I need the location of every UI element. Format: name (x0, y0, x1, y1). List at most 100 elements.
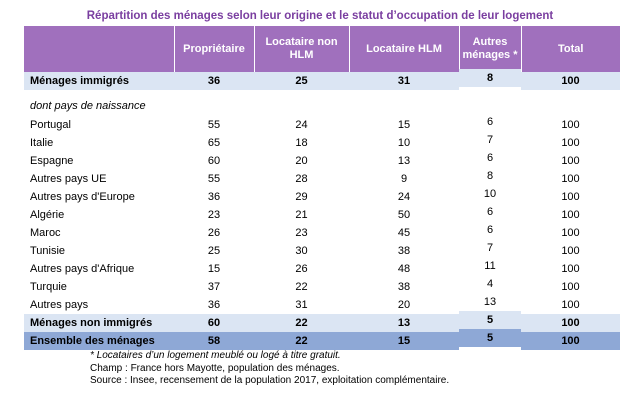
cell-autres-menages: 7 (486, 134, 494, 146)
cell-autres-menages: 6 (486, 224, 494, 236)
cell-proprietaire: 15 (207, 263, 221, 275)
table-row: Autres pays 36 31 20 13 100 (24, 296, 620, 314)
cell-proprietaire: 36 (207, 191, 221, 203)
cell-locataire-non-hlm: 22 (254, 332, 349, 350)
cell-locataire-hlm: 48 (397, 263, 411, 275)
table-row: Tunisie 25 30 38 7 100 (24, 242, 620, 260)
row-label: Ménages non immigrés (24, 314, 174, 332)
notes: * Locataires d’un logement meublé ou log… (90, 350, 449, 388)
sub-label-row: dont pays de naissance (24, 96, 620, 116)
cell-autres-menages: 6 (486, 152, 494, 164)
cell-proprietaire: 55 (207, 173, 221, 185)
cell-total: 100 (561, 245, 580, 257)
row-menages-immigres: Ménages immigrés 36 25 31 8 100 (24, 69, 620, 90)
cell-total: 100 (561, 119, 580, 131)
sub-label: dont pays de naissance (30, 100, 146, 112)
row-label: Turquie (30, 281, 67, 293)
cell-autres-menages: 7 (486, 242, 494, 254)
cell-proprietaire: 37 (207, 281, 221, 293)
cell-total: 100 (561, 137, 580, 149)
row-label: Autres pays d'Afrique (30, 263, 135, 275)
row-menages-non-immigres: Ménages non immigrés 60 22 13 5 100 (24, 311, 620, 332)
table-row: Autres pays d'Afrique 15 26 48 11 100 (24, 260, 620, 278)
cell-total: 100 (521, 72, 620, 90)
row-label: Ménages immigrés (24, 72, 174, 90)
cell-locataire-hlm: 15 (349, 332, 459, 350)
note-asterisk: * Locataires d’un logement meublé ou log… (90, 350, 341, 361)
cell-total: 100 (561, 191, 580, 203)
cell-proprietaire: 60 (174, 314, 254, 332)
cell-locataire-hlm: 38 (397, 245, 411, 257)
cell-locataire-hlm: 9 (400, 173, 408, 185)
cell-proprietaire: 60 (207, 155, 221, 167)
cell-locataire-non-hlm: 23 (295, 227, 308, 239)
header-empty (24, 26, 175, 72)
cell-proprietaire: 36 (207, 299, 221, 311)
cell-locataire-hlm: 13 (349, 314, 459, 332)
row-label: Italie (30, 137, 54, 149)
cell-total: 100 (561, 209, 580, 221)
row-ensemble-des-menages: Ensemble des ménages 58 22 15 5 100 (24, 329, 620, 350)
cell-autres-menages: 11 (484, 260, 496, 272)
note-source: Source : Insee, recensement de la popula… (90, 375, 450, 386)
cell-proprietaire: 58 (174, 332, 254, 350)
row-label: Portugal (30, 119, 71, 131)
cell-total: 100 (561, 173, 580, 185)
table-row: Portugal 55 24 15 6 100 (24, 116, 620, 134)
cell-proprietaire: 23 (207, 209, 221, 221)
cell-total: 100 (561, 263, 580, 275)
cell-locataire-non-hlm: 22 (295, 281, 308, 293)
cell-autres-menages: 4 (486, 278, 494, 290)
row-label: Autres pays d'Europe (30, 191, 135, 203)
cell-locataire-hlm: 13 (397, 155, 411, 167)
row-label: Ensemble des ménages (24, 332, 174, 350)
cell-locataire-hlm: 45 (397, 227, 411, 239)
cell-total: 100 (521, 314, 620, 332)
row-label: Tunisie (30, 245, 66, 257)
cell-locataire-non-hlm: 25 (254, 72, 349, 90)
data-table: Propriétaire Locataire non HLM Locataire… (24, 26, 620, 350)
table-row: Autres pays UE 55 28 9 8 100 (24, 170, 620, 188)
cell-locataire-hlm: 31 (349, 72, 459, 90)
cell-locataire-hlm: 20 (397, 299, 411, 311)
header-total: Total (521, 26, 620, 72)
cell-proprietaire: 26 (207, 227, 221, 239)
row-label: Algérie (30, 209, 65, 221)
row-label: Autres pays UE (30, 173, 107, 185)
country-rows: Portugal 55 24 15 6 100 Italie 65 18 10 7 100 Espagn… (24, 116, 620, 314)
cell-locataire-non-hlm: 31 (295, 299, 308, 311)
cell-autres-menages: 13 (483, 296, 497, 308)
table-row: Maroc 26 23 45 6 100 (24, 224, 620, 242)
table-title: Répartition des ménages selon leur origi… (86, 10, 554, 22)
cell-locataire-non-hlm: 29 (295, 191, 308, 203)
cell-autres-menages: 6 (486, 116, 494, 128)
table-row: Espagne 60 20 13 6 100 (24, 152, 620, 170)
cell-autres-menages: 8 (459, 69, 521, 87)
table-row: Italie 65 18 10 7 100 (24, 134, 620, 152)
cell-total: 100 (561, 299, 580, 311)
note-champ: Champ : France hors Mayotte, population … (90, 362, 340, 374)
cell-autres-menages: 8 (486, 170, 494, 182)
cell-locataire-non-hlm: 26 (295, 263, 308, 275)
cell-locataire-non-hlm: 30 (295, 245, 308, 257)
cell-total: 100 (521, 332, 620, 350)
cell-locataire-non-hlm: 28 (295, 173, 308, 185)
header-proprietaire: Propriétaire (174, 26, 255, 72)
row-label: Maroc (30, 227, 61, 239)
cell-autres-menages: 6 (486, 206, 494, 218)
cell-autres-menages: 5 (459, 311, 521, 329)
cell-autres-menages: 5 (459, 329, 521, 347)
cell-autres-menages: 10 (483, 188, 497, 200)
cell-proprietaire: 65 (207, 137, 221, 149)
cell-locataire-non-hlm: 20 (295, 155, 308, 167)
cell-proprietaire: 55 (207, 119, 221, 131)
cell-proprietaire: 25 (207, 245, 221, 257)
table-row: Algérie 23 21 50 6 100 (24, 206, 620, 224)
cell-total: 100 (561, 227, 580, 239)
cell-locataire-hlm: 10 (397, 137, 411, 149)
table-row: Autres pays d'Europe 36 29 24 10 100 (24, 188, 620, 206)
cell-locataire-non-hlm: 24 (295, 119, 308, 131)
header-locataire-non-hlm: Locataire non HLM (254, 26, 350, 72)
header-row: Propriétaire Locataire non HLM Locataire… (24, 26, 620, 72)
cell-locataire-non-hlm: 21 (295, 209, 308, 221)
